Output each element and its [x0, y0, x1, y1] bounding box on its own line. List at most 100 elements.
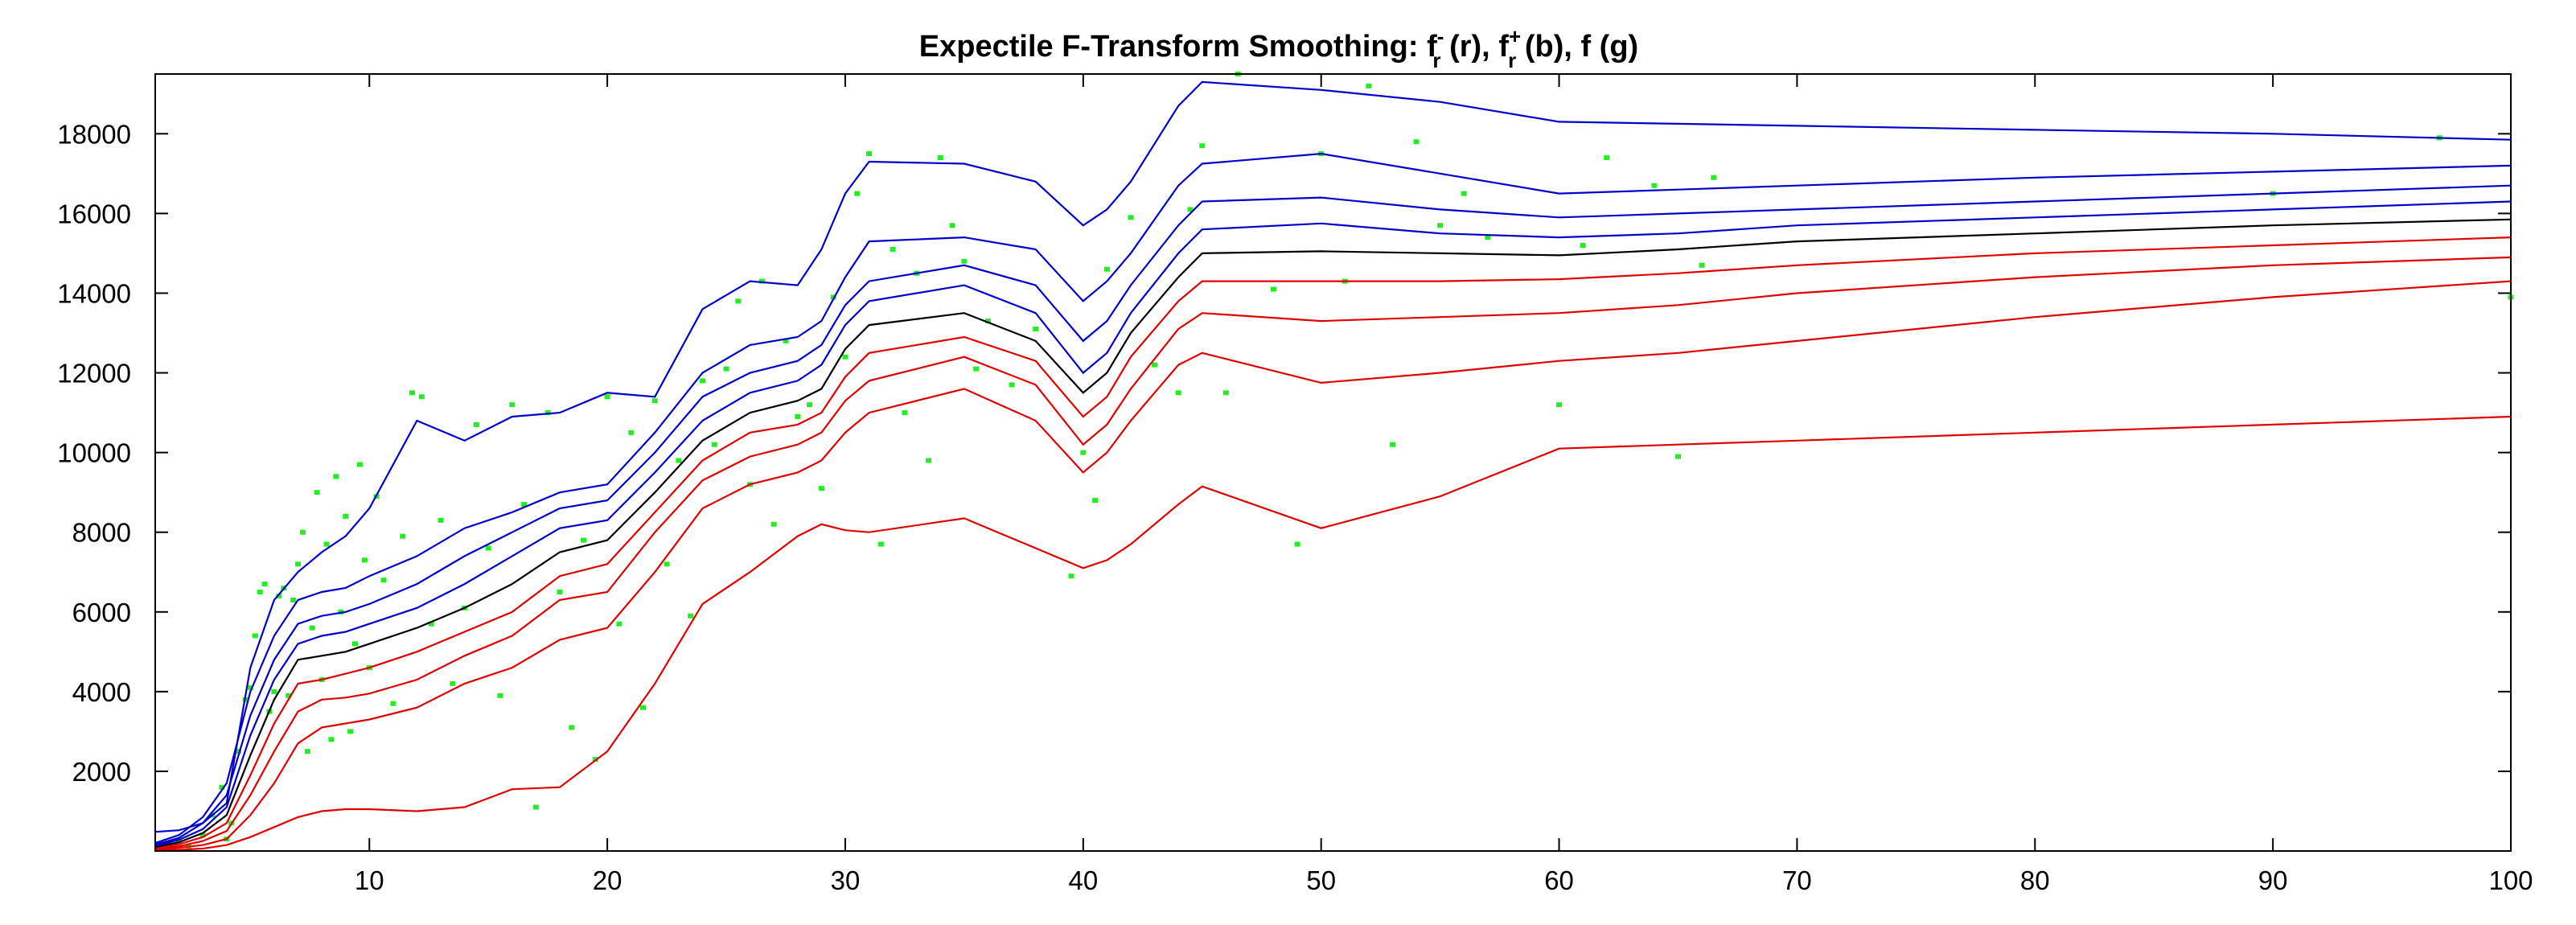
series-line-upper-8: [154, 80, 2512, 833]
series-line-upper-6: [154, 184, 2512, 846]
data-point-57: [604, 394, 610, 400]
data-point-18: [286, 693, 292, 698]
data-point-10: [247, 684, 253, 690]
y-tick-label-0: 2000: [72, 757, 131, 787]
x-tick-label-8: 90: [2258, 865, 2288, 895]
data-point-96: [1128, 215, 1134, 220]
data-point-104: [1294, 541, 1300, 547]
data-point-88: [973, 366, 980, 372]
data-point-65: [699, 378, 705, 384]
data-point-12: [257, 590, 263, 594]
data-point-94: [1092, 498, 1099, 504]
data-point-76: [830, 294, 836, 300]
data-point-46: [473, 421, 479, 427]
title-f-upper: f: [1498, 30, 1509, 64]
data-point-62: [664, 561, 670, 567]
y-tick-label-4: 10000: [57, 438, 131, 468]
data-point-38: [390, 701, 396, 706]
data-point-54: [569, 725, 575, 730]
series-line-lower-0: [154, 415, 2512, 852]
data-point-103: [1271, 286, 1277, 292]
data-point-1: [176, 838, 183, 844]
data-point-43: [438, 517, 444, 523]
data-point-34: [361, 557, 368, 563]
data-point-63: [676, 458, 682, 463]
data-point-66: [711, 442, 717, 447]
data-point-81: [889, 246, 896, 252]
y-tick-label-7: 16000: [57, 199, 131, 228]
data-point-95: [1103, 266, 1110, 272]
data-point-3: [199, 832, 206, 838]
x-tick-label-5: 60: [1544, 865, 1574, 895]
x-tick-label-6: 70: [1782, 865, 1812, 895]
x-tick-label-7: 80: [2020, 865, 2050, 895]
data-point-84: [926, 458, 932, 463]
data-point-16: [276, 593, 282, 598]
data-point-67: [723, 366, 729, 372]
data-point-58: [616, 621, 622, 627]
data-point-117: [1674, 454, 1681, 459]
title-prefix: Expectile F-Transform Smoothing:: [919, 30, 1427, 64]
data-point-41: [418, 394, 425, 400]
data-point-109: [1413, 139, 1419, 145]
data-point-115: [1604, 155, 1610, 161]
data-point-8: [236, 749, 242, 754]
title-f-lower-sub: r: [1432, 48, 1440, 72]
data-point-60: [640, 705, 647, 710]
data-point-5: [219, 784, 225, 790]
data-point-19: [290, 597, 297, 602]
data-point-50: [521, 502, 528, 508]
data-point-114: [1580, 243, 1586, 249]
data-point-61: [651, 398, 658, 404]
data-point-90: [1009, 382, 1015, 388]
data-point-89: [985, 319, 992, 324]
data-point-22: [304, 749, 310, 754]
data-point-78: [854, 191, 861, 196]
data-point-27: [328, 737, 335, 742]
title-f-lower: f: [1427, 30, 1437, 64]
data-point-15: [271, 689, 277, 694]
y-tick-label-1: 4000: [72, 677, 131, 707]
data-point-98: [1175, 390, 1181, 396]
x-tick-label-4: 50: [1306, 865, 1336, 895]
series-line-lower-1: [154, 280, 2512, 851]
series-line-lower-3: [154, 236, 2512, 849]
data-point-110: [1437, 223, 1444, 228]
data-point-80: [877, 541, 884, 547]
data-point-21: [299, 529, 306, 535]
data-point-87: [961, 258, 968, 264]
data-point-86: [949, 223, 955, 228]
data-point-48: [497, 693, 503, 698]
y-tick-label-3: 8000: [72, 518, 131, 548]
title-f-upper-sup: +: [1509, 24, 1521, 48]
data-point-33: [356, 462, 363, 467]
y-tick-label-2: 6000: [72, 598, 131, 627]
data-point-99: [1187, 207, 1194, 212]
title-f-upper-sub: r: [1508, 48, 1516, 72]
data-point-30: [343, 513, 349, 519]
x-tick-label-2: 30: [831, 865, 861, 895]
series-line-upper-7: [154, 152, 2512, 845]
data-point-79: [866, 151, 873, 157]
data-point-51: [532, 804, 539, 810]
data-point-77: [842, 354, 848, 360]
title-sep-2: (b), f (g): [1516, 30, 1638, 64]
data-point-53: [557, 590, 563, 594]
data-point-39: [400, 533, 406, 539]
data-point-107: [1366, 83, 1372, 88]
data-point-111: [1461, 191, 1467, 196]
data-point-23: [309, 625, 315, 631]
data-point-40: [409, 390, 416, 396]
data-point-52: [544, 410, 551, 416]
x-tick-label-0: 10: [355, 865, 384, 895]
data-point-97: [1152, 362, 1158, 368]
data-point-85: [937, 155, 943, 161]
data-point-55: [581, 537, 587, 543]
data-point-68: [735, 298, 742, 304]
data-point-32: [352, 641, 359, 647]
y-tick-label-8: 18000: [57, 119, 131, 149]
data-point-72: [783, 338, 789, 343]
plot-frame: [154, 73, 2512, 852]
data-point-42: [428, 621, 434, 627]
